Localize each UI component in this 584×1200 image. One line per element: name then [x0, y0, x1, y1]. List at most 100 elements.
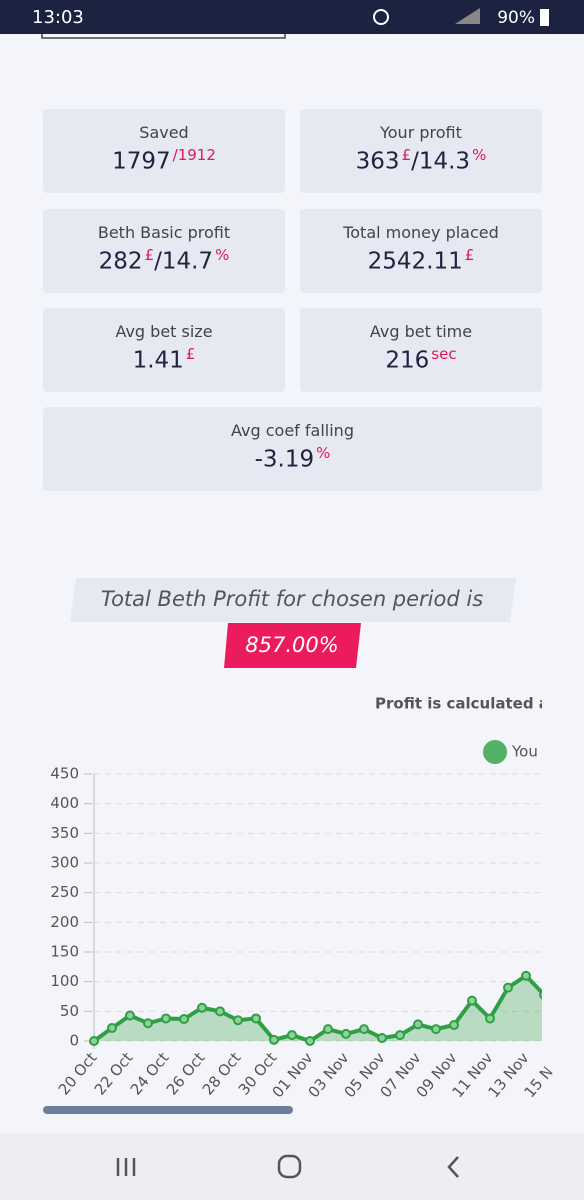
stat-card: Avg coef falling -3.19%	[43, 407, 542, 491]
stat-value: 1797/1912	[43, 146, 285, 175]
point	[251, 1013, 261, 1024]
value-unit: £	[185, 345, 196, 363]
value-text: 216	[385, 347, 430, 374]
banner-value-bg	[224, 623, 361, 668]
x-tick-label: 28 Oct	[199, 1049, 245, 1099]
stat-value: 363 £/14.3%	[300, 146, 542, 175]
point	[485, 1013, 495, 1024]
time: 13:03	[32, 7, 84, 28]
y-tick-label: 300	[50, 854, 79, 872]
stat-label: Total money placed	[343, 223, 499, 242]
x-tick-label: 20 Oct	[55, 1049, 101, 1099]
nav-home[interactable]	[277, 1154, 302, 1179]
banner-value: 857.00%	[245, 633, 338, 657]
point	[143, 1018, 153, 1029]
legend-marker	[483, 740, 507, 764]
stat-label: Avg coef falling	[231, 421, 354, 440]
value-text: 1.41	[132, 347, 184, 374]
alarm-icon	[373, 9, 389, 25]
y-tick-label: 450	[50, 765, 79, 783]
battery-icon	[540, 9, 549, 26]
chart: Profit is calculated a You 0 50 100 150 200 250…	[50, 695, 568, 1102]
stat-label: Avg bet time	[369, 322, 473, 341]
stat-label: Beth Basic profit	[97, 223, 231, 242]
point	[161, 1013, 171, 1024]
signal-icon	[455, 8, 480, 24]
point	[449, 1019, 459, 1030]
value-unit: /1912	[172, 146, 216, 164]
point	[431, 1024, 441, 1035]
point	[89, 1036, 99, 1046]
nav-back[interactable]	[447, 1156, 459, 1178]
point	[107, 1022, 117, 1033]
y-tick-label: 150	[50, 943, 79, 961]
point	[179, 1014, 189, 1025]
point	[558, 995, 566, 1003]
point	[197, 1002, 207, 1013]
nav-recent[interactable]	[116, 1158, 136, 1176]
value-unit: £	[464, 246, 475, 264]
point	[341, 1028, 351, 1039]
stat-value: -3.19%	[43, 444, 542, 473]
banner-title: Total Beth Profit for chosen period is	[101, 587, 483, 611]
value-text: /14.3	[411, 148, 471, 175]
value-text: -3.19	[254, 446, 315, 473]
stat-card: Avg bet size 1.41 £	[43, 308, 285, 392]
value-unit: £	[144, 246, 155, 264]
y-tick-label: 250	[50, 883, 79, 901]
y-tick-label: 0	[69, 1032, 79, 1050]
x-tick-label: 24 Oct	[127, 1049, 173, 1099]
stat-label: Avg bet size	[115, 322, 213, 341]
stat-value: 282 £/14.7%	[43, 246, 285, 275]
point	[359, 1024, 369, 1035]
value-text: 1797	[112, 148, 171, 175]
x-tick-label: 26 Oct	[163, 1049, 209, 1099]
stat-card: Avg bet time 216 sec	[300, 308, 542, 392]
nav-bar	[0, 1133, 584, 1200]
area	[94, 975, 542, 1041]
stat-card: Your profit 363 £/14.3%	[300, 109, 542, 193]
x-tick-label: 22 Oct	[91, 1049, 137, 1099]
stat-card: Total money placed 2542.11 £	[300, 209, 542, 293]
stat-value: 2542.11 £	[300, 246, 542, 275]
battery: 90%	[497, 8, 535, 28]
y-tick-label: 400	[50, 794, 79, 812]
value-unit: %	[472, 146, 487, 164]
point	[215, 1006, 225, 1017]
point	[539, 990, 542, 1000]
chart-title: Profit is calculated a	[375, 695, 549, 713]
banner-bg	[70, 578, 516, 622]
input-edge	[41, 34, 286, 39]
point	[323, 1024, 333, 1035]
point	[125, 1010, 135, 1021]
stat-label: Saved	[139, 123, 189, 142]
point	[413, 1019, 423, 1030]
scrollbar	[43, 1106, 293, 1114]
series	[89, 970, 566, 1046]
point	[233, 1015, 243, 1026]
legend-label: You	[511, 743, 538, 761]
stat-card: Beth Basic profit 282 £/14.7%	[43, 209, 285, 293]
value-text: 363	[355, 148, 400, 175]
value-unit: %	[215, 246, 230, 264]
status-bar	[0, 0, 584, 34]
point	[269, 1034, 279, 1045]
value-unit: sec	[431, 345, 457, 363]
y-tick-label: 350	[50, 824, 79, 842]
point	[287, 1030, 297, 1041]
point	[305, 1036, 315, 1046]
stat-value: 1.41 £	[43, 345, 285, 374]
stat-label: Your profit	[380, 123, 462, 142]
point	[521, 970, 531, 981]
y-tick-label: 50	[60, 1002, 79, 1020]
stat-card: Saved 1797/1912	[43, 109, 285, 193]
value-text: 282	[98, 248, 143, 275]
value-unit: £	[401, 146, 412, 164]
stat-value: 216 sec	[300, 345, 542, 374]
point	[395, 1030, 405, 1041]
y-tick-label: 100	[50, 972, 79, 990]
value-unit: %	[316, 444, 331, 462]
y-tick-label: 200	[50, 913, 79, 931]
point	[377, 1033, 387, 1044]
